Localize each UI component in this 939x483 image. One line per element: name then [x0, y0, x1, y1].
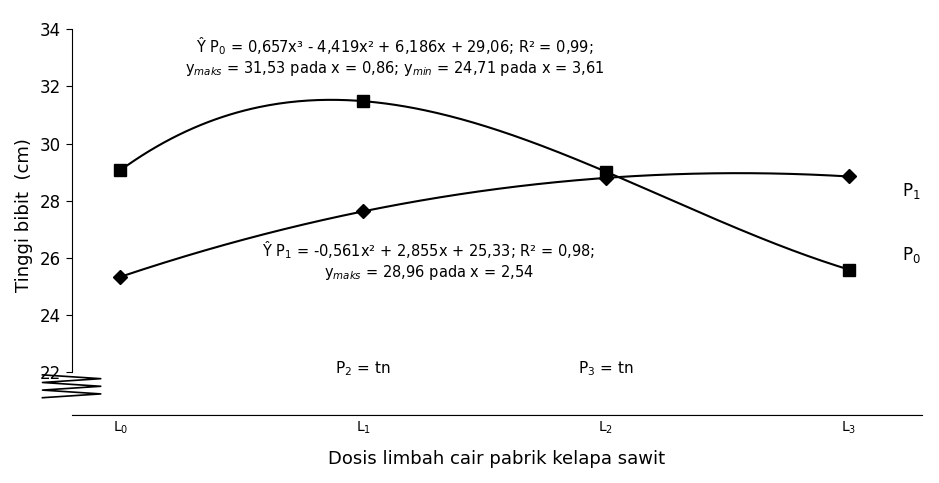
Text: P$_2$ = tn: P$_2$ = tn	[335, 359, 391, 378]
Text: P$_0$: P$_0$	[902, 245, 921, 265]
Text: Ŷ P$_1$ = -0,561x² + 2,855x + 25,33; R² = 0,98;
y$_{maks}$ = 28,96 pada x = 2,54: Ŷ P$_1$ = -0,561x² + 2,855x + 25,33; R² …	[262, 239, 595, 283]
X-axis label: Dosis limbah cair pabrik kelapa sawit: Dosis limbah cair pabrik kelapa sawit	[328, 450, 665, 468]
Y-axis label: Tinggi bibit  (cm): Tinggi bibit (cm)	[15, 138, 33, 292]
Text: P$_1$: P$_1$	[902, 181, 921, 201]
Text: P$_3$ = tn: P$_3$ = tn	[578, 359, 634, 378]
Text: Ŷ P$_0$ = 0,657x³ - 4,419x² + 6,186x + 29,06; R² = 0,99;
y$_{maks}$ = 31,53 pada: Ŷ P$_0$ = 0,657x³ - 4,419x² + 6,186x + 2…	[185, 35, 605, 79]
